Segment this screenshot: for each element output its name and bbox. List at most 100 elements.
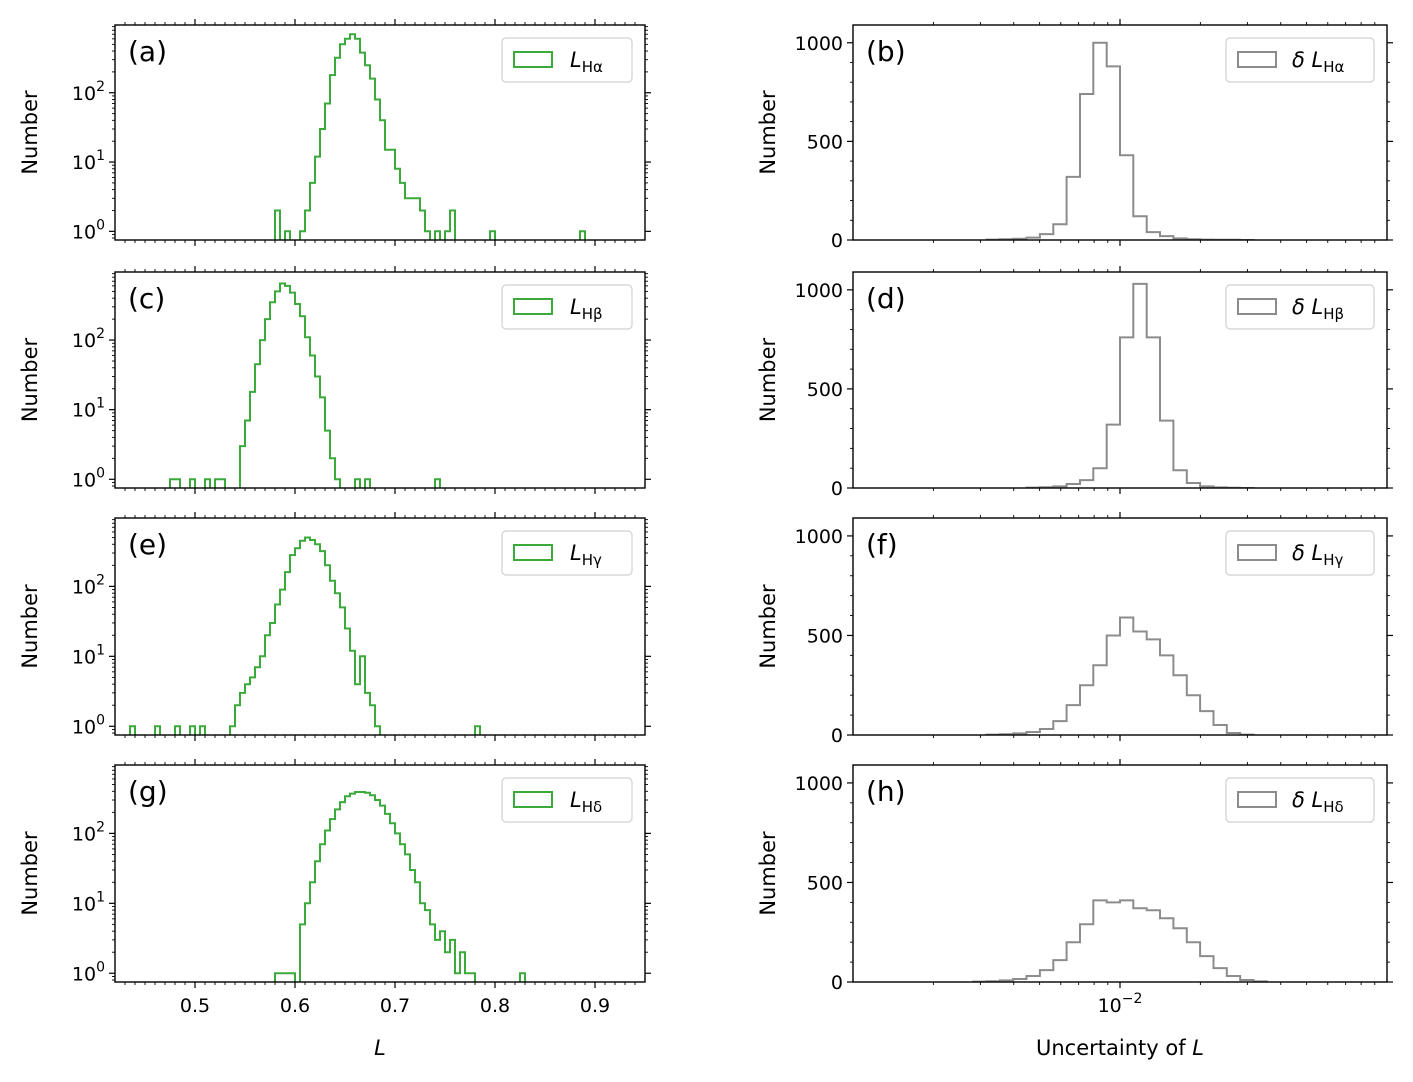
ytick-label-b: 500 [807, 131, 843, 153]
ytick-exponent: 2 [96, 79, 105, 95]
ytick-exponent: 2 [96, 326, 105, 342]
legend-swatch-d [1237, 298, 1277, 315]
axes-frame-e [114, 517, 646, 736]
histogram-h [972, 899, 1268, 982]
panel-h: 0 500 1000 10−2 Number Uncertainty of L (h) δ L… [756, 759, 1393, 1060]
ylabel-b: Number [756, 90, 780, 175]
legend-label-g: LHδ [570, 788, 602, 816]
panel-label-d: (d) [866, 282, 906, 315]
ylabel-h: Number [756, 831, 780, 916]
panel-d: 0 500 1000 Number (d) δ LHβ [756, 266, 1393, 500]
legend-subscript: Hβ [1323, 305, 1344, 323]
legend-swatch-b [1237, 51, 1277, 68]
ytick-label-h: 500 [807, 872, 843, 894]
ytick-exponent: 1 [96, 889, 105, 905]
legend-subscript: Hγ [1323, 551, 1343, 569]
ytick-label-f: 0 [831, 725, 843, 747]
ytick-label-d: 0 [831, 478, 843, 500]
ytick-label-f: 500 [807, 625, 843, 647]
ytick-exponent: 0 [96, 959, 105, 975]
ytick-label-c: 101 [72, 396, 105, 422]
ytick-label-a: 101 [72, 148, 105, 174]
legend-prefix: δ [1292, 295, 1312, 319]
legend-box-f [1225, 530, 1375, 576]
ytick-label-h: 1000 [795, 773, 843, 795]
legend-box-b [1225, 37, 1375, 83]
ytick-label-f: 1000 [795, 526, 843, 548]
xtick-label-g: 0.8 [480, 995, 510, 1017]
ytick-exponent: 2 [96, 572, 105, 588]
legend-box-g [501, 777, 633, 823]
legend-symbol: L [570, 295, 582, 319]
ylabel-g: Number [18, 831, 42, 916]
legend-swatch-f [1237, 544, 1277, 561]
legend-prefix: δ [1292, 48, 1312, 72]
legend-subscript: Hδ [1323, 798, 1343, 816]
legend-box-a [501, 37, 633, 83]
ytick-label-g: 100 [72, 959, 105, 985]
legend-swatch-h [1237, 791, 1277, 808]
legend-symbol: L [1312, 295, 1324, 319]
ylabel-d: Number [756, 337, 780, 422]
xtick-exponent: −2 [1122, 991, 1143, 1007]
axes-frame-c [114, 271, 646, 489]
legend-symbol: L [1312, 541, 1324, 565]
panel-b: 0 500 1000 Number (b) δ LHα [756, 19, 1393, 252]
ytick-exponent: 2 [96, 819, 105, 835]
xtick-label-g: 0.5 [180, 995, 210, 1017]
ytick-label-g: 101 [72, 889, 105, 915]
xtick-label-h: 10−2 [1098, 991, 1143, 1017]
ytick-label-b: 0 [831, 230, 843, 252]
ytick-label-e: 101 [72, 642, 105, 668]
histogram-g [274, 791, 526, 982]
legend-symbol: L [1312, 788, 1324, 812]
legend-label-c: LHβ [570, 295, 603, 323]
legend-subscript: Hγ [582, 551, 602, 569]
ytick-exponent: 0 [96, 712, 105, 728]
legend-label-b: δ LHα [1292, 48, 1345, 76]
ytick-label-g: 102 [72, 819, 105, 845]
xtick-label-g: 0.6 [280, 995, 310, 1017]
ytick-exponent: 1 [96, 642, 105, 658]
histogram-d [1025, 282, 1255, 488]
ytick-exponent: 0 [96, 465, 105, 481]
histogram-e [129, 536, 481, 735]
histogram-c [169, 282, 441, 488]
ytick-label-d: 500 [807, 379, 843, 401]
xtick-label-g: 0.7 [380, 995, 410, 1017]
ytick-label-h: 0 [831, 972, 843, 994]
legend-symbol: L [570, 48, 582, 72]
panel-label-f: (f) [866, 528, 898, 561]
panel-label-a: (a) [128, 35, 167, 68]
axes-frame-a [114, 24, 646, 241]
ylabel-e: Number [18, 584, 42, 669]
ytick-exponent: 1 [96, 148, 105, 164]
ytick-label-d: 1000 [795, 280, 843, 302]
legend-swatch-c [513, 298, 553, 315]
legend-subscript: Hβ [582, 305, 603, 323]
xlabel-g: L [374, 1036, 386, 1060]
legend-prefix: δ [1292, 541, 1312, 565]
ytick-label-c: 100 [72, 465, 105, 491]
ylabel-a: Number [18, 90, 42, 175]
axes-frame-g [114, 764, 646, 983]
ytick-label-b: 1000 [795, 33, 843, 55]
panel-label-b: (b) [866, 35, 906, 68]
legend-label-a: LHα [570, 48, 603, 76]
ylabel-c: Number [18, 337, 42, 422]
xlabel-h: Uncertainty of L [1036, 1036, 1204, 1060]
legend-prefix: δ [1292, 788, 1312, 812]
ytick-exponent: 0 [96, 217, 105, 233]
legend-label-h: δ LHδ [1292, 788, 1344, 816]
legend-box-e [501, 530, 633, 576]
panel-label-e: (e) [128, 528, 167, 561]
legend-symbol: L [1312, 48, 1324, 72]
legend-subscript: Hα [582, 58, 603, 76]
legend-symbol: L [570, 541, 582, 565]
panel-label-c: (c) [128, 282, 165, 315]
legend-swatch-e [513, 544, 553, 561]
legend-swatch-a [513, 51, 553, 68]
